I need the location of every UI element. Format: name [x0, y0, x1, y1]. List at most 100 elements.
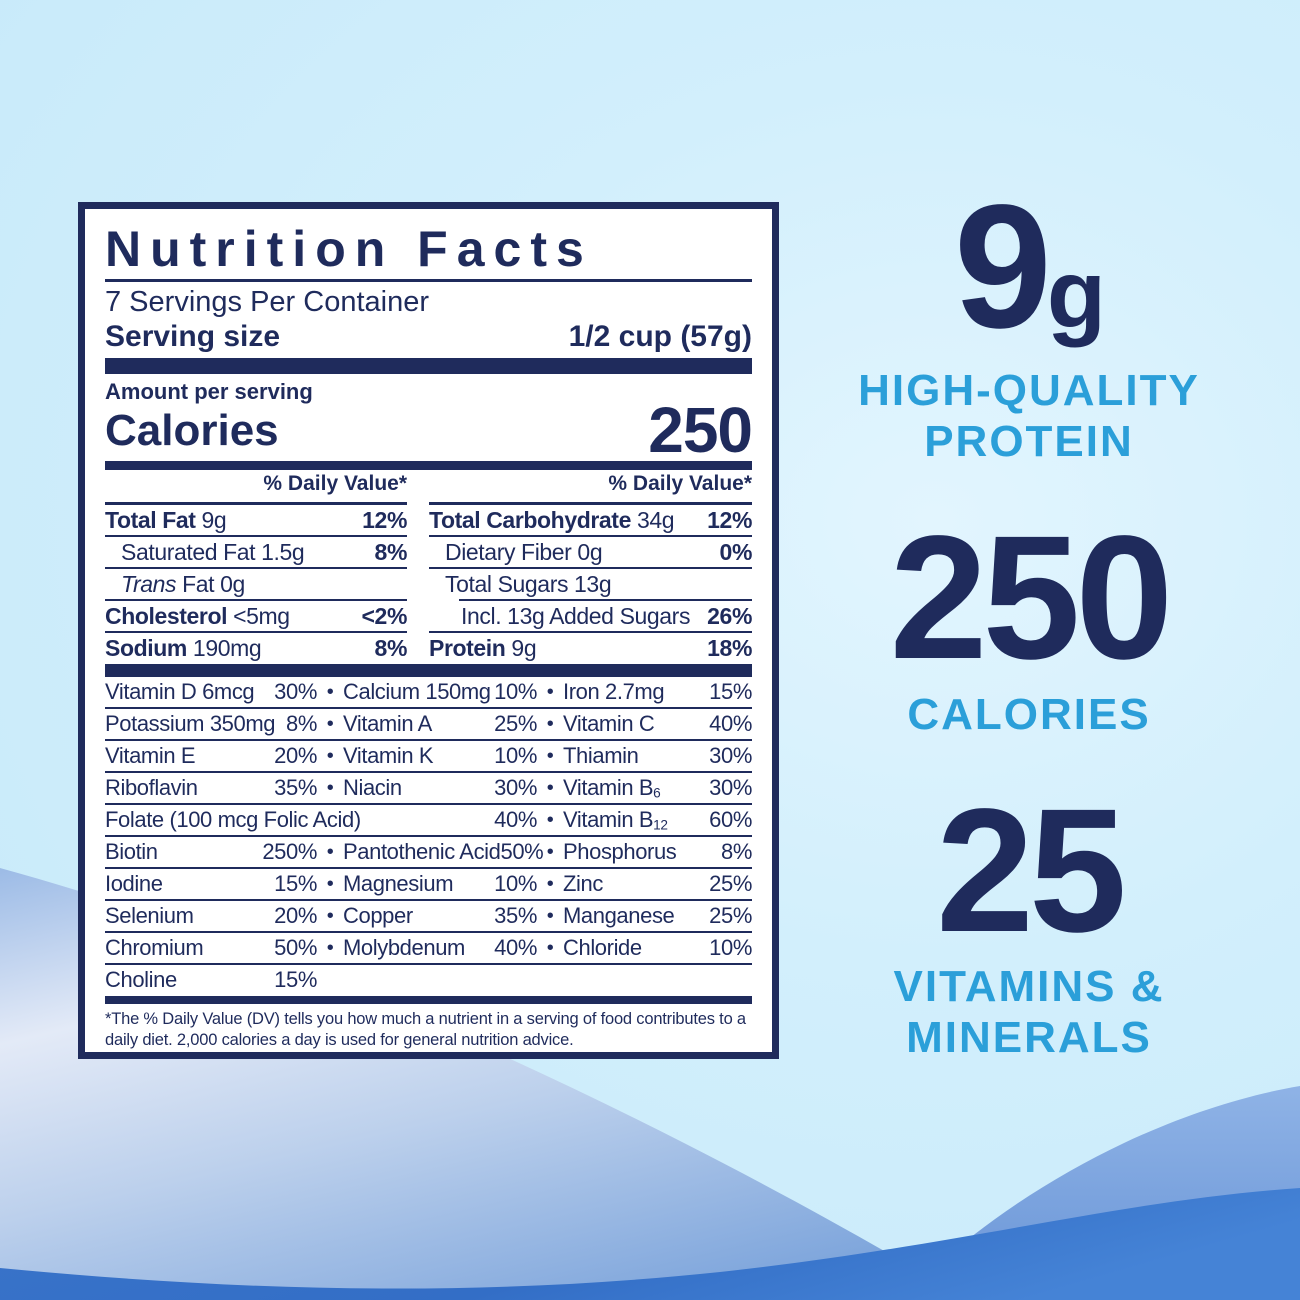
- row-rule: [105, 803, 752, 805]
- vitamin-row: Iodine 15% • Magnesium 10% • Zinc 25%: [105, 869, 752, 899]
- vitamin-daily-value: 10%: [494, 679, 537, 704]
- nutrient-name: Vitamin D 6mcg: [105, 679, 255, 704]
- nutrient-name: Saturated Fat 1.5g: [121, 538, 305, 565]
- nutrient-name: Molybdenum: [343, 935, 465, 960]
- nutrient-name: Dietary Fiber 0g: [445, 538, 603, 565]
- vitamin-daily-value: 25%: [494, 711, 537, 736]
- bullet-separator: •: [326, 712, 334, 735]
- nutrient-name: Phosphorus: [563, 839, 677, 864]
- row-rule: [429, 535, 752, 537]
- vitamin-daily-value: 40%: [709, 711, 752, 736]
- nutrient-name: Total Fat 9g: [105, 506, 227, 533]
- stat-unit: g: [1046, 239, 1106, 348]
- stat-protein-value: 9g: [953, 169, 1106, 365]
- calories-label: Calories: [105, 406, 279, 455]
- serving-divider-bar: [105, 358, 752, 374]
- nutrient-row: Trans Fat 0g: [105, 569, 407, 599]
- vitamin-cell: Choline 15%: [105, 967, 317, 993]
- serving-size-label: Serving size: [105, 320, 281, 353]
- vitamin-cell: Niacin 30%: [343, 775, 537, 801]
- row-rule: [105, 599, 407, 601]
- vitamin-row: Vitamin E 20% • Vitamin K 10% • Thiamin 30%: [105, 741, 752, 771]
- nutrient-name: Iodine: [105, 871, 163, 896]
- daily-value-footnote: *The % Daily Value (DV) tells you how mu…: [105, 1010, 746, 1050]
- nutrient-name: Sodium 190mg: [105, 634, 262, 661]
- vitamin-daily-value: 20%: [274, 743, 317, 768]
- nutrient-column-right: % Daily Value* Total Carbohydrate 34g 12%…: [429, 470, 752, 663]
- nutrient-name: Vitamin B12: [563, 807, 668, 833]
- daily-value-header-right: % Daily Value*: [608, 472, 752, 495]
- vitamin-daily-value: 25%: [709, 903, 752, 928]
- vitamin-cell: Selenium 20%: [105, 903, 317, 929]
- vitamin-daily-value: 25%: [709, 871, 752, 896]
- vitamin-daily-value: 30%: [494, 775, 537, 800]
- stat-vitamins-label: VITAMINS & MINERALS: [893, 962, 1165, 1063]
- vitamin-cell: Calcium 150mg 10%: [343, 679, 537, 705]
- nutrient-name: Protein 9g: [429, 634, 537, 661]
- nutrient-column-left: % Daily Value* Total Fat 9g 12% Saturated …: [105, 470, 407, 663]
- bullet-separator: •: [326, 776, 334, 799]
- nutrient-daily-value: 0%: [719, 538, 753, 565]
- stat-protein-label: HIGH-QUALITY PROTEIN: [858, 366, 1200, 467]
- nutrient-name: Total Carbohydrate 34g: [429, 506, 675, 533]
- bullet-separator: •: [546, 840, 554, 863]
- nutrient-row: Incl. 13g Added Sugars 26%: [429, 601, 752, 631]
- vitamin-cell: Vitamin C 40%: [563, 711, 752, 737]
- nutrient-name: Zinc: [563, 871, 603, 896]
- calories-row: Calories 250: [105, 398, 753, 462]
- nutrient-row: Cholesterol <5mg <2%: [105, 601, 407, 631]
- nutrient-name: Calcium 150mg: [343, 679, 491, 704]
- vitamin-cell: Vitamin B6 30%: [563, 775, 752, 801]
- vitamin-row: Biotin 250% • Pantothenic Acid 50% • Phosphoru…: [105, 837, 752, 867]
- bullet-separator: •: [326, 840, 334, 863]
- nutrient-row: Total Sugars 13g: [429, 569, 752, 599]
- bullet-separator: •: [546, 936, 554, 959]
- bullet-separator: •: [546, 904, 554, 927]
- row-rule: [105, 963, 752, 965]
- nutrient-row: Dietary Fiber 0g 0%: [429, 537, 752, 567]
- vitamin-daily-value: 8%: [286, 711, 317, 736]
- vitamin-row: Selenium 20% • Copper 35% • Manganese 25%: [105, 901, 752, 931]
- column-gap: [407, 470, 429, 663]
- vitamin-daily-value: 40%: [494, 935, 537, 960]
- vitamin-row: Chromium 50% • Molybdenum 40% • Chloride 10%: [105, 933, 752, 963]
- stat-vitamins-value: 25: [936, 772, 1127, 969]
- vitamin-cell: Riboflavin 35%: [105, 775, 317, 801]
- row-rule: [105, 867, 752, 869]
- nutrient-name: Magnesium: [343, 871, 454, 896]
- bullet-separator: •: [546, 808, 554, 831]
- vitamin-cell: Vitamin B12 60%: [563, 807, 752, 833]
- vitamin-row: Folate (100 mcg Folic Acid) 40% • Vitamin B…: [105, 805, 752, 835]
- daily-value-header-left: % Daily Value*: [263, 472, 407, 495]
- title-rule: [105, 279, 752, 282]
- vitamin-daily-value: 20%: [274, 903, 317, 928]
- vitamin-daily-value: 15%: [274, 967, 317, 992]
- bullet-separator: •: [546, 776, 554, 799]
- stat-calories: 250 CALORIES: [828, 510, 1230, 739]
- vitamin-daily-value: 50%: [274, 935, 317, 960]
- row-rule: [105, 707, 752, 709]
- vitamin-cell: Folate (100 mcg Folic Acid) 40%: [105, 807, 537, 833]
- vitamin-daily-value: 10%: [494, 743, 537, 768]
- vitamin-cell: Biotin 250%: [105, 839, 317, 865]
- nutrient-name: Chromium: [105, 935, 204, 960]
- bullet-separator: •: [326, 936, 334, 959]
- vitamin-cell: Vitamin A 25%: [343, 711, 537, 737]
- row-rule: [105, 835, 752, 837]
- row-rule: [105, 899, 752, 901]
- nutrient-row: Sodium 190mg 8%: [105, 633, 407, 663]
- vitamin-cell: Vitamin E 20%: [105, 743, 317, 769]
- vitamins-divider-bar: [105, 664, 752, 677]
- vitamin-row: Vitamin D 6mcg 30% • Calcium 150mg 10% • Iron …: [105, 677, 752, 707]
- row-rule: [105, 771, 752, 773]
- row-rule: [105, 931, 752, 933]
- vitamin-daily-value: 15%: [709, 679, 752, 704]
- vitamin-cell: Chromium 50%: [105, 935, 317, 961]
- row-rule: [429, 631, 752, 633]
- vitamin-cell: Iodine 15%: [105, 871, 317, 897]
- calories-divider-bar: [105, 461, 752, 470]
- vitamin-daily-value: 30%: [709, 743, 752, 768]
- nutrient-name: Biotin: [105, 839, 158, 864]
- nutrient-daily-value: 8%: [374, 634, 408, 661]
- nutrient-name: Folate (100 mcg Folic Acid): [105, 807, 361, 832]
